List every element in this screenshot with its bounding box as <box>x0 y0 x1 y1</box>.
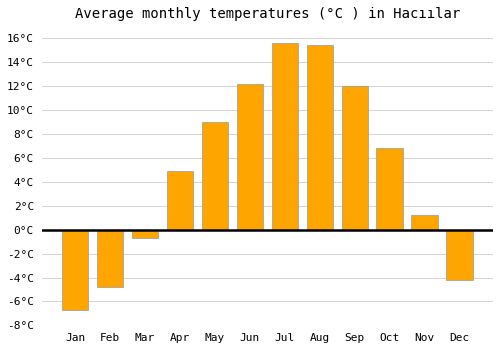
Bar <box>342 86 367 230</box>
Bar <box>97 230 123 287</box>
Bar <box>202 122 228 230</box>
Bar <box>376 148 402 230</box>
Bar <box>237 84 263 230</box>
Bar <box>62 230 88 310</box>
Bar <box>272 43 298 230</box>
Bar <box>446 230 472 280</box>
Title: Average monthly temperatures (°C ) in Hacıılar: Average monthly temperatures (°C ) in Ha… <box>74 7 460 21</box>
Bar <box>132 230 158 238</box>
Bar <box>306 46 333 230</box>
Bar <box>167 171 193 230</box>
Bar <box>412 215 438 230</box>
